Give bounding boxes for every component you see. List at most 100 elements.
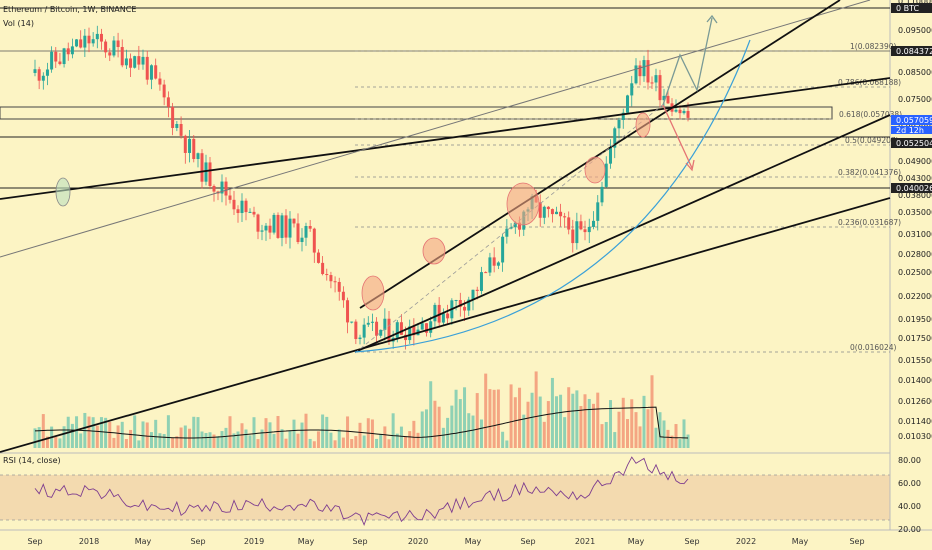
candle-body — [171, 106, 175, 128]
volume-bar — [613, 432, 617, 448]
candle-body — [62, 48, 66, 65]
volume-bar — [224, 427, 228, 448]
volume-bar — [137, 440, 141, 448]
volume-bar — [272, 433, 276, 448]
volume-bar — [129, 429, 133, 448]
volume-bar — [446, 417, 450, 448]
volume-bar — [450, 405, 454, 448]
candle-body — [621, 112, 625, 120]
volume-bar — [479, 419, 483, 448]
candle-body — [112, 40, 116, 56]
volume-bar — [534, 371, 538, 448]
candle-body — [471, 289, 475, 300]
candle-body — [686, 110, 690, 118]
volume-bar — [379, 433, 383, 448]
price-badge-mid-bg — [891, 138, 932, 148]
candle-body — [642, 60, 646, 77]
candle-body — [196, 153, 200, 159]
volume-bar — [248, 435, 252, 448]
volume-bar — [555, 396, 558, 448]
volume-bar — [45, 436, 49, 448]
time-tick-label: Sep — [27, 537, 42, 546]
candle-body — [609, 147, 612, 164]
volume-bar — [337, 429, 341, 448]
volume-bar — [375, 438, 379, 448]
candle-body — [441, 313, 445, 323]
volume-bar — [567, 387, 571, 448]
volume-bar — [149, 432, 153, 448]
volume-bar — [475, 393, 479, 448]
candle-body — [346, 300, 350, 323]
candle-body — [370, 321, 374, 323]
candle-body — [567, 217, 571, 230]
volume-bar — [638, 426, 642, 448]
candle-body — [162, 84, 166, 98]
volume-bar — [325, 416, 329, 448]
price-badge-current-sub: 2d 12h — [896, 126, 924, 135]
candle-body — [682, 110, 686, 114]
volume-bar — [341, 437, 345, 448]
time-tick-label: May — [135, 537, 152, 546]
candle-body — [248, 211, 252, 213]
volume-bar — [256, 439, 260, 448]
candle-body — [154, 65, 158, 79]
volume-bar — [362, 435, 366, 448]
candle-body — [192, 138, 196, 159]
candle-body — [650, 82, 654, 84]
candle-body — [120, 47, 124, 66]
candle-body — [350, 321, 354, 323]
volume-bar — [116, 425, 120, 448]
volume-bar — [546, 401, 550, 448]
volume-bar — [112, 437, 116, 448]
volume-bar — [416, 432, 420, 448]
volume-bar — [54, 436, 58, 448]
fib-label: 0.618(0.057038) — [839, 110, 902, 119]
volume-bar — [166, 415, 170, 448]
candle-body — [458, 300, 462, 307]
volume-bar — [300, 422, 304, 448]
volume-bar — [212, 434, 216, 448]
candle-body — [412, 326, 416, 336]
volume-bar — [108, 421, 112, 448]
volume-bar — [609, 400, 612, 448]
candle-body — [613, 128, 617, 148]
candle-body — [244, 200, 248, 213]
price-badge-high: 0.084372 — [896, 47, 932, 56]
volume-bar — [674, 424, 678, 448]
volume-bar — [412, 420, 416, 448]
volume-bar — [204, 432, 208, 448]
candle-body — [662, 95, 666, 101]
volume-bar — [383, 426, 387, 448]
volume-bar — [192, 416, 196, 448]
candle-body — [124, 58, 128, 66]
volume-bar — [280, 429, 284, 448]
time-tick-label: 2021 — [575, 537, 595, 546]
volume-bar — [424, 409, 428, 448]
volume-bar — [228, 416, 232, 448]
volume-bar — [183, 425, 187, 448]
volume-bar — [509, 384, 513, 448]
time-tick-label: 2019 — [244, 537, 264, 546]
candle-body — [256, 214, 260, 232]
volume-bar — [120, 421, 124, 448]
volume-bar — [288, 430, 292, 448]
volume-bar — [408, 431, 412, 448]
rsi-label: RSI (14, close) — [3, 456, 61, 465]
candle-body — [555, 211, 558, 215]
volume-bar — [617, 411, 621, 448]
volume-bar — [441, 427, 445, 448]
volume-bar — [133, 415, 137, 448]
volume-bar — [208, 432, 212, 448]
volume-bar — [104, 417, 108, 448]
volume-bar — [433, 400, 437, 448]
volume-bar — [678, 439, 682, 448]
candle-body — [587, 226, 591, 233]
candle-body — [228, 195, 232, 200]
time-tick-label: May — [792, 537, 809, 546]
